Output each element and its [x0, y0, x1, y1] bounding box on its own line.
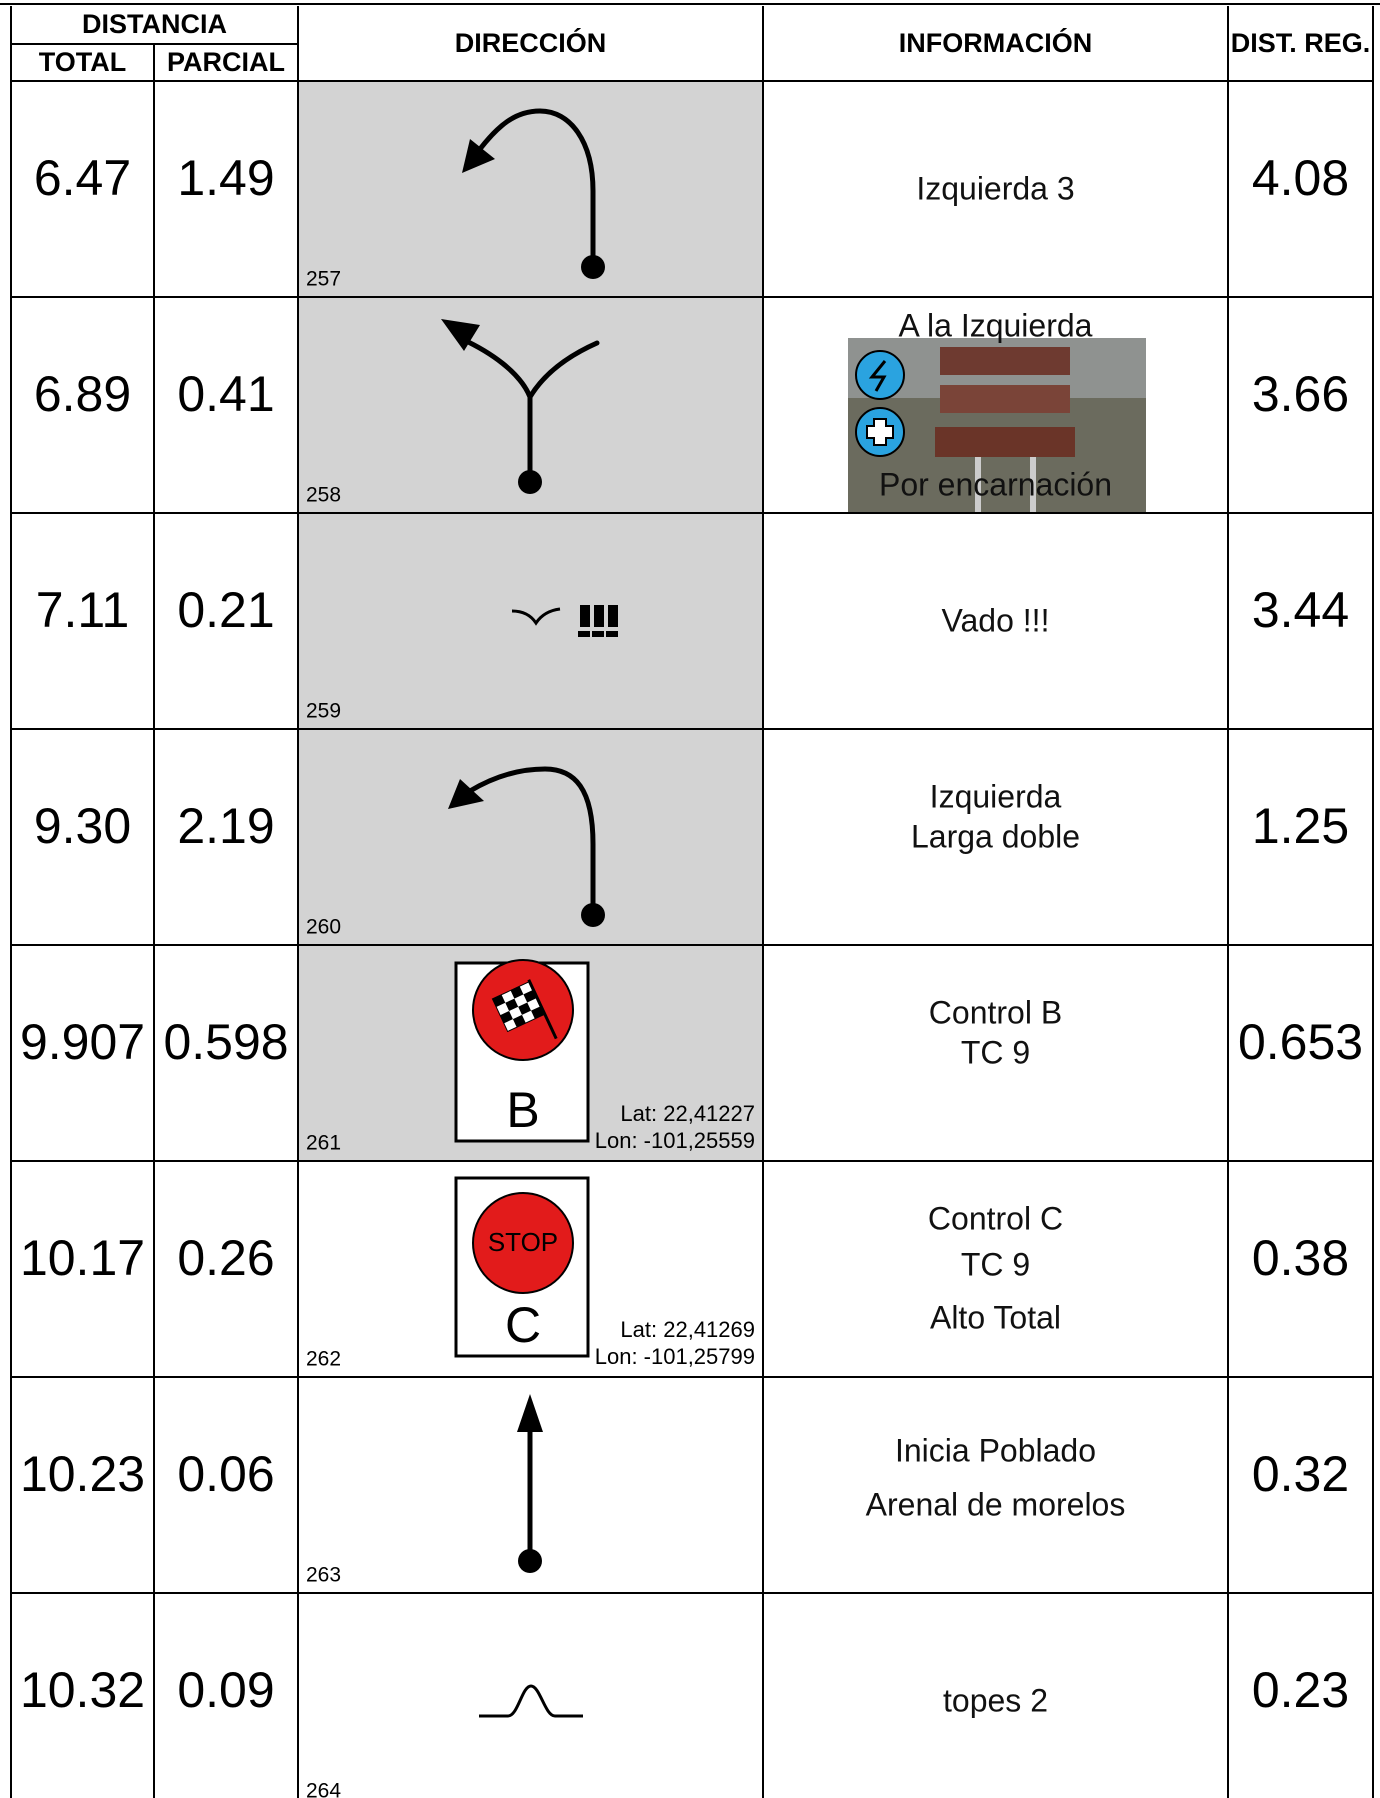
info-line: Izquierda — [930, 778, 1062, 814]
longitude: Lon: -101,25799 — [595, 1344, 755, 1369]
dist-reg: 0.23 — [1252, 1662, 1349, 1718]
parcial: 1.49 — [177, 150, 274, 206]
total: 10.23 — [20, 1446, 145, 1502]
cell-shade — [298, 513, 763, 729]
dist-reg: 0.653 — [1238, 1014, 1363, 1070]
cell-shade — [298, 81, 763, 297]
table-content: DISTANCIA TOTAL PARCIAL DIRECCIÓN INFORMACIÓ… — [0, 3, 1380, 1798]
icon-label: STOP — [488, 1227, 558, 1257]
row-number: 262 — [306, 1348, 341, 1371]
dist-reg: 1.25 — [1252, 798, 1349, 854]
info-line: Arenal de morelos — [866, 1486, 1126, 1522]
icon-control-c: STOP C — [454, 1176, 590, 1358]
longitude: Lon: -101,25559 — [595, 1128, 755, 1153]
icon-fork — [441, 319, 600, 494]
info-line: Inicia Poblado — [895, 1432, 1096, 1468]
dist-reg: 3.66 — [1252, 366, 1349, 422]
info-line: Alto Total — [930, 1299, 1061, 1335]
info-line: TC 9 — [961, 1246, 1030, 1282]
row-number: 257 — [306, 268, 341, 291]
total: 9.907 — [20, 1014, 145, 1070]
parcial: 0.41 — [177, 366, 274, 422]
info-line: TC 9 — [961, 1034, 1030, 1070]
row-number: 258 — [306, 484, 341, 507]
dist-reg: 3.44 — [1252, 582, 1349, 638]
row-number: 263 — [306, 1564, 341, 1587]
icon-label: B — [506, 1082, 539, 1138]
info-line: Vado !!! — [942, 602, 1050, 638]
info-line: Por encarnación — [879, 466, 1112, 502]
latitude: Lat: 22,41269 — [620, 1317, 755, 1342]
latitude: Lat: 22,41227 — [620, 1101, 755, 1126]
header: DIRECCIÓN — [455, 27, 607, 58]
parcial: 0.21 — [177, 582, 274, 638]
icon-bump — [479, 1684, 583, 1718]
header: PARCIAL — [167, 47, 285, 77]
header: DISTANCIA — [82, 9, 227, 39]
parcial: 2.19 — [177, 798, 274, 854]
icon-control-b: B — [454, 959, 590, 1143]
icon-left-turn — [462, 108, 605, 279]
dist-reg: 4.08 — [1252, 150, 1349, 206]
dist-reg: 0.38 — [1252, 1230, 1349, 1286]
row-number: 259 — [306, 700, 341, 723]
row-number: 264 — [306, 1780, 341, 1798]
header: INFORMACIÓN — [899, 27, 1092, 58]
icon-ford — [511, 605, 618, 637]
parcial: 0.598 — [163, 1014, 288, 1070]
icon-straight — [517, 1394, 543, 1573]
row-number: 260 — [306, 916, 341, 939]
total: 6.47 — [34, 150, 131, 206]
total: 6.89 — [34, 366, 131, 422]
cell-shade — [298, 729, 763, 945]
info-line: Larga doble — [911, 818, 1080, 854]
header: DIST. REG. — [1231, 28, 1371, 58]
info-line: topes 2 — [943, 1682, 1048, 1718]
icon-label: C — [505, 1297, 541, 1353]
total: 10.32 — [20, 1662, 145, 1718]
row-number: 261 — [306, 1132, 341, 1155]
total: 7.11 — [36, 582, 130, 638]
parcial: 0.09 — [177, 1662, 274, 1718]
parcial: 0.06 — [177, 1446, 274, 1502]
info-line: A la Izquierda — [899, 307, 1093, 343]
icon-left-turn — [448, 766, 605, 927]
parcial: 0.26 — [177, 1230, 274, 1286]
info-line: Control B — [929, 994, 1062, 1030]
info-line: Control C — [928, 1200, 1063, 1236]
dist-reg: 0.32 — [1252, 1446, 1349, 1502]
header: TOTAL — [39, 47, 127, 77]
sign-photo — [848, 338, 1146, 513]
info-line: Izquierda 3 — [916, 170, 1074, 206]
total: 10.17 — [20, 1230, 145, 1286]
total: 9.30 — [34, 798, 131, 854]
